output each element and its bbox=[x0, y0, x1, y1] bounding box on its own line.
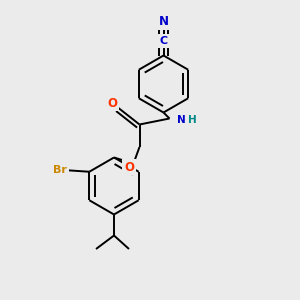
Text: Br: Br bbox=[53, 165, 67, 175]
Text: C: C bbox=[159, 36, 168, 46]
Text: NH: NH bbox=[177, 115, 194, 125]
Text: H: H bbox=[188, 115, 196, 125]
Text: O: O bbox=[107, 97, 117, 110]
Text: O: O bbox=[124, 160, 134, 174]
Text: N: N bbox=[158, 15, 169, 28]
